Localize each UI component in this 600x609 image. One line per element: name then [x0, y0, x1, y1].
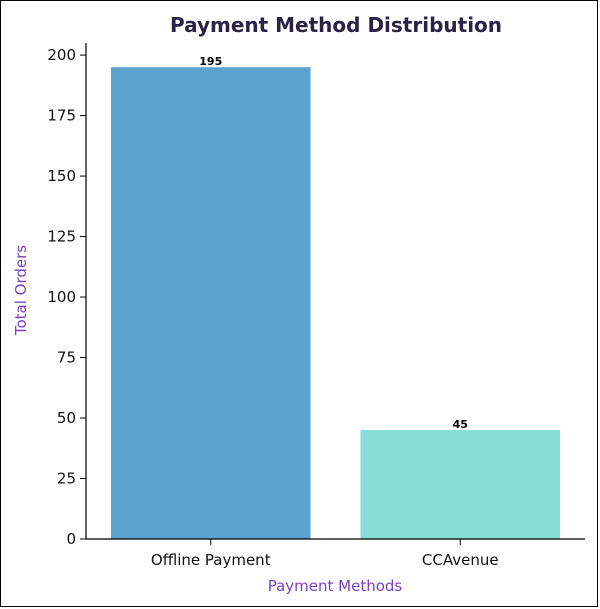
- bars: [110, 67, 561, 539]
- y-tick-label: 100: [47, 288, 76, 306]
- y-tick-label: 75: [57, 349, 76, 367]
- chart-title: Payment Method Distribution: [170, 13, 502, 37]
- x-tick-label: Offline Payment: [151, 551, 271, 569]
- y-tick-label: 25: [57, 470, 76, 488]
- y-tick-label: 50: [57, 409, 76, 427]
- bar: [110, 67, 311, 539]
- y-tick-label: 125: [47, 228, 76, 246]
- value-labels: 195 45: [199, 55, 468, 431]
- bar: [360, 430, 561, 539]
- bar-value-label: 195: [199, 55, 222, 68]
- x-axis-ticks: Offline Payment CCAvenue: [151, 539, 499, 569]
- y-axis-label: Total Orders: [12, 245, 30, 336]
- y-tick-label: 0: [66, 530, 76, 548]
- y-tick-label: 150: [47, 167, 76, 185]
- y-axis-ticks: 0 25 50 75 100 125 150 175 200: [47, 46, 86, 548]
- x-tick-label: CCAvenue: [422, 551, 499, 569]
- bar-value-label: 45: [453, 418, 468, 431]
- y-tick-label: 200: [47, 46, 76, 64]
- x-axis-label: Payment Methods: [268, 577, 403, 595]
- y-tick-label: 175: [47, 107, 76, 125]
